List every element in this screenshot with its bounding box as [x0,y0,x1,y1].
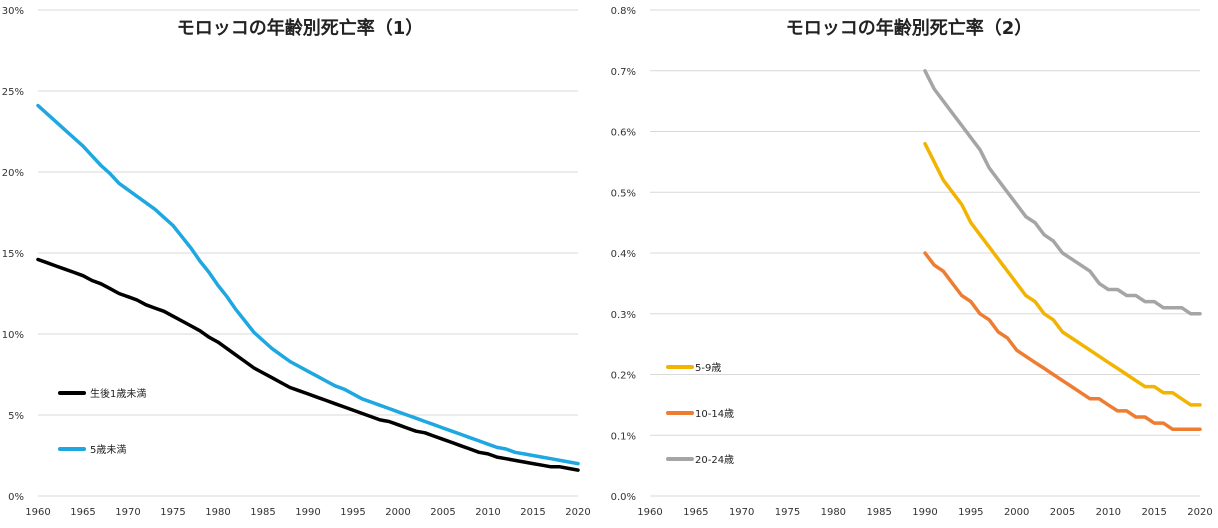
right-x-tick-label: 1990 [912,507,937,518]
right-y-tick-label: 0.7% [611,67,636,78]
right-y-tick-label: 0.3% [611,310,636,321]
right-x-tick-label: 1980 [821,507,846,518]
left-x-tick-label: 2000 [385,507,410,518]
right-y-tick-label: 0.6% [611,128,636,139]
left-x-tick-label: 1985 [250,507,275,518]
left-y-tick-label: 0% [8,492,24,503]
left-x-tick-label: 1970 [115,507,140,518]
right-legend-label: 20-24歳 [695,454,734,466]
right-x-tick-label: 2020 [1187,507,1212,518]
right-y-tick-label: 0.5% [611,188,636,199]
right-x-tick-label: 1975 [775,507,800,518]
left-x-tick-label: 1990 [295,507,320,518]
left-x-tick-label: 2015 [520,507,545,518]
chart-right: 0.0% 0.1% 0.2% 0.3% 0.4% 0.5% 0.6% 0.7% 0.8% 1960… [611,6,1213,518]
left-x-tick-label: 2005 [430,507,455,518]
left-x-tick-label: 1980 [205,507,230,518]
right-y-tick-label: 0.8% [611,6,636,17]
left-y-tick-label: 25% [2,87,24,98]
right-series-line-0 [923,141,1202,407]
right-series-line-2 [923,69,1202,316]
right-x-tick-label: 1965 [683,507,708,518]
left-legend-label: 5歳未満 [90,444,126,456]
right-y-tick-label: 0.4% [611,249,636,260]
left-chart-title: モロッコの年齢別死亡率（1） [177,17,424,39]
right-x-tick-label: 2015 [1141,507,1166,518]
left-x-tick-label: 2020 [565,507,590,518]
left-legend-label: 生後1歳未満 [90,387,146,400]
right-chart-title: モロッコの年齢別死亡率（2） [786,17,1033,39]
left-x-tick-label: 1975 [160,507,185,518]
right-x-tick-label: 1985 [866,507,891,518]
left-y-tick-label: 15% [2,249,24,260]
right-x-tick-label: 1960 [637,507,662,518]
left-x-tick-label: 1995 [340,507,365,518]
left-series-line-0 [36,257,580,472]
right-x-tick-label: 2010 [1096,507,1121,518]
left-x-tick-label: 2010 [475,507,500,518]
right-x-tick-label: 2000 [1004,507,1029,518]
right-y-tick-label: 0.1% [611,431,636,442]
right-y-tick-label: 0.2% [611,371,636,382]
left-y-tick-label: 30% [2,6,24,17]
left-series-line-1 [36,103,580,466]
right-series-line-1 [923,251,1202,431]
right-legend-label: 10-14歳 [695,408,734,420]
left-y-tick-label: 10% [2,330,24,341]
right-x-tick-label: 1995 [958,507,983,518]
left-y-tick-label: 5% [8,411,24,422]
left-y-tick-label: 20% [2,168,24,179]
left-x-tick-label: 1960 [25,507,50,518]
chart-left: 0% 5% 10% 15% 20% 25% 30% 1960 1965 1970 1975 1980 1… [2,6,591,518]
right-y-tick-label: 0.0% [611,492,636,503]
right-legend-label: 5-9歳 [695,362,721,374]
right-x-tick-label: 2005 [1050,507,1075,518]
right-x-tick-label: 1970 [729,507,754,518]
left-x-tick-label: 1965 [70,507,95,518]
